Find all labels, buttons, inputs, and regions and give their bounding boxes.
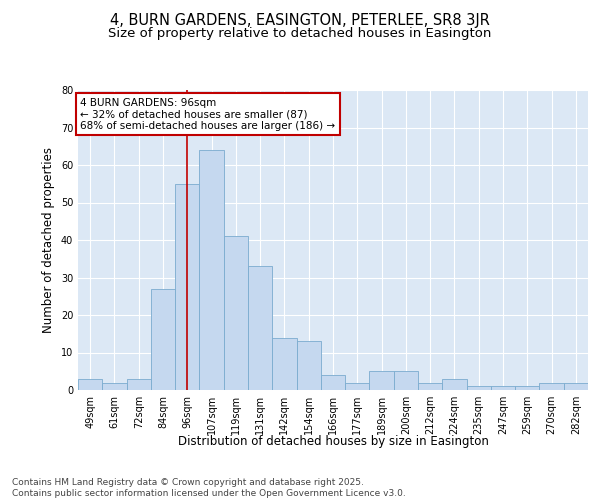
Bar: [272, 338, 296, 390]
Text: Distribution of detached houses by size in Easington: Distribution of detached houses by size …: [178, 435, 488, 448]
Bar: [539, 382, 564, 390]
Text: Size of property relative to detached houses in Easington: Size of property relative to detached ho…: [109, 28, 491, 40]
Text: Contains HM Land Registry data © Crown copyright and database right 2025.
Contai: Contains HM Land Registry data © Crown c…: [12, 478, 406, 498]
Bar: [442, 379, 467, 390]
Bar: [370, 371, 394, 390]
Bar: [394, 371, 418, 390]
Bar: [467, 386, 491, 390]
Bar: [151, 289, 175, 390]
Text: 4, BURN GARDENS, EASINGTON, PETERLEE, SR8 3JR: 4, BURN GARDENS, EASINGTON, PETERLEE, SR…: [110, 12, 490, 28]
Bar: [564, 382, 588, 390]
Text: 4 BURN GARDENS: 96sqm
← 32% of detached houses are smaller (87)
68% of semi-deta: 4 BURN GARDENS: 96sqm ← 32% of detached …: [80, 98, 335, 130]
Bar: [418, 382, 442, 390]
Bar: [78, 379, 102, 390]
Bar: [248, 266, 272, 390]
Bar: [321, 375, 345, 390]
Bar: [345, 382, 370, 390]
Y-axis label: Number of detached properties: Number of detached properties: [42, 147, 55, 333]
Bar: [102, 382, 127, 390]
Bar: [224, 236, 248, 390]
Bar: [175, 184, 199, 390]
Bar: [127, 379, 151, 390]
Bar: [515, 386, 539, 390]
Bar: [199, 150, 224, 390]
Bar: [296, 341, 321, 390]
Bar: [491, 386, 515, 390]
